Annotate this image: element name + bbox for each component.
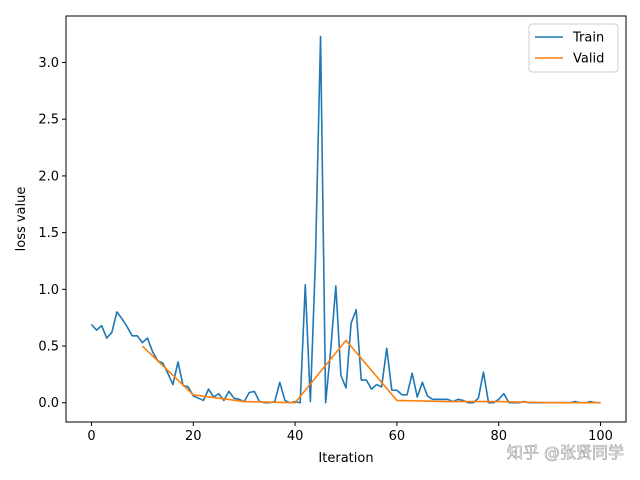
legend: Train Valid <box>528 23 619 73</box>
x-tick-label: 80 <box>490 429 507 444</box>
y-tick-label: 1.5 <box>38 226 59 241</box>
y-tick-label: 1.0 <box>38 283 59 298</box>
x-axis-label: Iteration <box>318 451 373 466</box>
x-tick-label: 40 <box>287 429 304 444</box>
legend-entry: Train <box>572 31 604 46</box>
x-tick-label: 100 <box>588 429 613 444</box>
x-tick-label: 0 <box>87 429 95 444</box>
x-tick-label: 60 <box>389 429 406 444</box>
y-tick-label: 3.0 <box>38 56 59 71</box>
watermark: 知乎 @张贤同学 <box>507 443 624 462</box>
y-tick-label: 0.5 <box>38 340 59 355</box>
plot-frame <box>65 15 627 423</box>
y-tick-label: 2.5 <box>38 113 59 128</box>
axis-ticks: 0 20 40 60 80 100 0.0 0.5 1.0 1.5 2.0 2.5 3.0 <box>38 56 613 444</box>
legend-entry: Valid <box>573 52 604 67</box>
y-tick-label: 0.0 <box>38 396 59 411</box>
plot-area <box>90 35 601 404</box>
y-axis-label: loss value <box>14 187 29 252</box>
series-line-valid <box>141 339 601 404</box>
y-tick-label: 2.0 <box>38 169 59 184</box>
legend-box <box>528 23 619 73</box>
x-tick-label: 20 <box>185 429 202 444</box>
